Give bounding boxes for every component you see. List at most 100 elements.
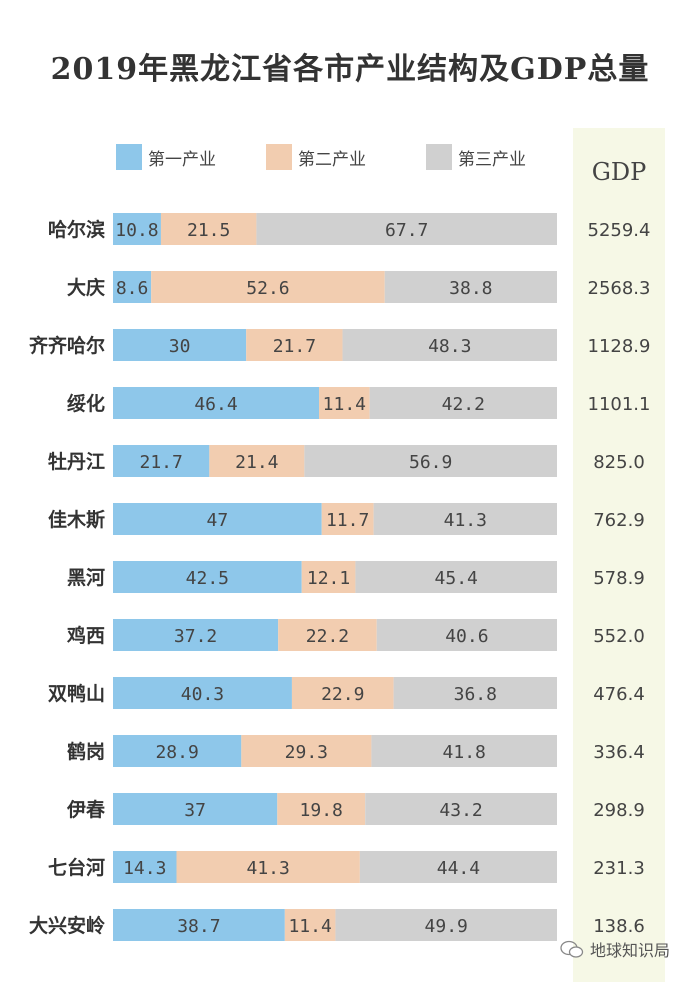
category-label: 佳木斯 xyxy=(48,508,105,531)
bar-segment xyxy=(291,677,394,709)
gdp-value: 762.9 xyxy=(593,510,645,531)
wechat-icon xyxy=(560,940,584,958)
bar-segment xyxy=(113,329,247,361)
category-label: 黑河 xyxy=(67,567,105,589)
data-label: 41.3 xyxy=(246,858,289,879)
gdp-column-background xyxy=(573,128,665,982)
category-label: 哈尔滨 xyxy=(48,218,105,241)
bar-segment xyxy=(304,445,557,477)
data-label: 42.2 xyxy=(442,394,485,415)
gdp-header: GDP xyxy=(591,158,647,186)
data-label: 22.2 xyxy=(306,626,349,647)
bar-segment xyxy=(113,271,152,303)
watermark-text: 地球知识局 xyxy=(590,941,671,960)
bar-segment xyxy=(113,445,210,477)
category-label: 大兴安岭 xyxy=(29,914,105,937)
gdp-value: 5259.4 xyxy=(588,220,651,241)
gdp-value: 476.4 xyxy=(593,684,645,705)
data-label: 22.9 xyxy=(321,684,364,705)
data-label: 40.3 xyxy=(181,684,224,705)
legend-item-tertiary: 第三产业 xyxy=(426,144,526,170)
data-label: 42.5 xyxy=(186,568,229,589)
legend-label: 第一产业 xyxy=(148,149,216,170)
data-label: 37.2 xyxy=(174,626,217,647)
data-label: 41.8 xyxy=(443,742,486,763)
data-label: 14.3 xyxy=(123,858,166,879)
bar-segment xyxy=(359,851,557,883)
gdp-value: 825.0 xyxy=(593,452,645,473)
gdp-value: 552.0 xyxy=(593,626,645,647)
data-label: 47 xyxy=(206,510,228,531)
bar-segment xyxy=(319,387,370,419)
gdp-value: 336.4 xyxy=(593,742,645,763)
bar-segment xyxy=(160,213,257,245)
legend-label: 第三产业 xyxy=(458,149,526,170)
bar-segment xyxy=(113,387,320,419)
bar-segment xyxy=(301,561,356,593)
bar-segment xyxy=(113,213,161,245)
legend-item-primary: 第一产业 xyxy=(116,144,216,170)
gdp-value: 2568.3 xyxy=(588,278,651,299)
data-label: 21.7 xyxy=(139,452,182,473)
bar-segment xyxy=(371,735,557,767)
data-label: 44.4 xyxy=(437,858,480,879)
category-label: 齐齐哈尔 xyxy=(29,334,105,357)
category-label: 鹤岗 xyxy=(67,740,105,763)
data-label: 37 xyxy=(184,800,206,821)
bar-segment xyxy=(369,387,557,419)
category-label: 大庆 xyxy=(67,276,105,299)
category-label: 七台河 xyxy=(48,856,105,879)
bar-segment xyxy=(113,909,285,941)
bar-segment xyxy=(342,329,557,361)
legend-item-secondary: 第二产业 xyxy=(266,144,366,170)
bar-segment xyxy=(209,445,305,477)
bar-segment xyxy=(151,271,385,303)
data-label: 11.7 xyxy=(326,510,369,531)
data-label: 38.8 xyxy=(449,278,492,299)
data-label: 36.8 xyxy=(454,684,497,705)
category-label: 绥化 xyxy=(67,392,105,415)
bar-segment xyxy=(277,793,366,825)
gdp-value: 231.3 xyxy=(593,858,645,879)
gdp-value: 138.6 xyxy=(593,916,645,937)
data-label: 19.8 xyxy=(300,800,343,821)
data-label: 29.3 xyxy=(285,742,328,763)
bar-segment xyxy=(113,793,278,825)
bar-segment xyxy=(113,677,292,709)
category-label: 伊春 xyxy=(66,798,105,821)
gdp-value: 578.9 xyxy=(593,568,645,589)
data-label: 21.5 xyxy=(187,220,230,241)
category-label: 牡丹江 xyxy=(48,451,105,473)
data-label: 11.4 xyxy=(288,916,331,937)
category-label: 双鸭山 xyxy=(48,682,105,705)
data-label: 38.7 xyxy=(177,916,220,937)
watermark: 地球知识局 xyxy=(560,937,670,961)
data-label: 67.7 xyxy=(385,220,428,241)
legend-swatch xyxy=(266,144,292,170)
bar-segment xyxy=(376,619,557,651)
data-label: 10.8 xyxy=(115,220,158,241)
bar-segment xyxy=(335,909,557,941)
bar-segment xyxy=(113,735,242,767)
bar-segment xyxy=(256,213,557,245)
data-label: 12.1 xyxy=(307,568,350,589)
gdp-value: 1128.9 xyxy=(588,336,651,357)
bar-segment xyxy=(321,503,374,535)
data-label: 52.6 xyxy=(246,278,289,299)
bar-segment xyxy=(176,851,360,883)
bar-segment xyxy=(365,793,557,825)
legend-swatch xyxy=(426,144,452,170)
data-label: 45.4 xyxy=(435,568,478,589)
data-label: 8.6 xyxy=(116,278,149,299)
bar-segment xyxy=(384,271,557,303)
bar-segment xyxy=(113,851,177,883)
bar-segment xyxy=(393,677,557,709)
data-label: 30 xyxy=(169,336,191,357)
bar-segment xyxy=(113,561,302,593)
data-label: 21.4 xyxy=(235,452,278,473)
data-label: 21.7 xyxy=(273,336,316,357)
data-label: 56.9 xyxy=(409,452,452,473)
bar-segment xyxy=(246,329,343,361)
gdp-value: 1101.1 xyxy=(588,394,651,415)
